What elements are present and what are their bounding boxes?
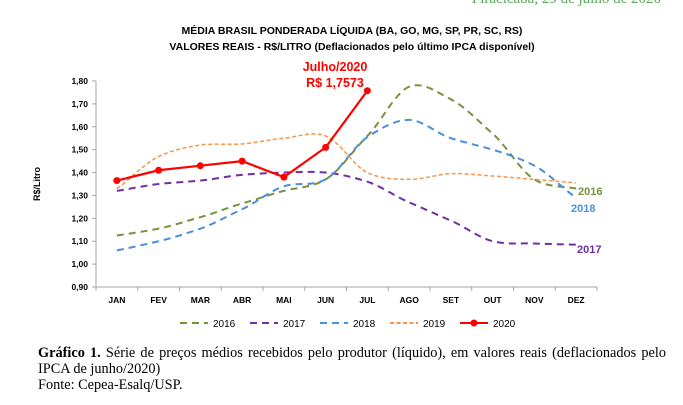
data-point-2020	[155, 166, 163, 174]
series-line-2019	[116, 133, 577, 190]
legend-label-2019: 2019	[423, 319, 446, 330]
header-date: Piracicaba, 29 de julho de 2020	[472, 0, 661, 8]
data-point-2020	[196, 162, 204, 170]
end-label-2017: 2017	[577, 244, 601, 256]
legend-label-2018: 2018	[353, 319, 376, 330]
y-axis-label: R$/Litro	[32, 167, 42, 202]
data-point-2020	[238, 157, 246, 165]
legend-label-2017: 2017	[283, 319, 306, 330]
x-tick-label: OUT	[484, 295, 503, 305]
y-tick-label: 1,30	[71, 190, 88, 200]
series-line-2020	[116, 90, 369, 182]
data-point-2020	[322, 143, 330, 151]
y-tick-label: 1,20	[71, 213, 88, 223]
x-tick-label: MAI	[276, 295, 292, 305]
data-point-2020	[280, 173, 288, 181]
caption-label: Gráfico 1.	[38, 345, 101, 361]
price-line-chart: MÉDIA BRASIL PONDERADA LÍQUIDA (BA, GO, …	[32, 24, 602, 330]
legend-marker-2020	[470, 319, 478, 327]
y-tick-label: 1,60	[71, 122, 88, 132]
y-tick-label: 1,10	[71, 236, 88, 246]
chart-subtitle: VALORES REAIS - R$/LITRO (Deflacionados …	[169, 41, 534, 53]
end-label-2016: 2016	[578, 186, 602, 198]
y-tick-label: 1,80	[71, 76, 88, 86]
y-tick-label: 1,40	[71, 168, 88, 178]
x-tick-label: JAN	[108, 295, 125, 305]
legend-label-2020: 2020	[493, 319, 516, 330]
x-tick-label: JUL	[359, 295, 375, 305]
x-tick-label: JUN	[317, 295, 334, 305]
figure-caption: Gráfico 1. Série de preços médios recebi…	[38, 345, 666, 393]
x-tick-label: SET	[443, 295, 460, 305]
series-line-2018	[116, 118, 577, 252]
y-tick-label: 1,50	[71, 145, 88, 155]
series-line-2017	[116, 170, 577, 246]
x-tick-label: NOV	[525, 295, 544, 305]
x-tick-label: ABR	[233, 295, 251, 305]
x-tick-label: FEV	[150, 295, 167, 305]
annotation-line1: Julho/2020	[303, 60, 368, 74]
legend-label-2016: 2016	[213, 319, 236, 330]
caption-source: Fonte: Cepea-Esalq/USP.	[38, 377, 183, 393]
chart-title: MÉDIA BRASIL PONDERADA LÍQUIDA (BA, GO, …	[182, 24, 523, 37]
end-label-2018: 2018	[571, 203, 595, 215]
y-tick-label: 1,00	[71, 259, 88, 269]
data-point-2020	[363, 87, 371, 95]
annotation-line2: R$ 1,7573	[306, 76, 364, 90]
x-tick-label: DEZ	[568, 295, 585, 305]
x-tick-label: MAR	[191, 295, 210, 305]
x-tick-label: AGO	[399, 295, 419, 305]
caption-text: Série de preços médios recebidos pelo pr…	[38, 345, 666, 377]
series-line-2016	[116, 84, 577, 237]
y-tick-label: 1,70	[71, 99, 88, 109]
y-tick-label: 0,90	[71, 282, 88, 292]
data-point-2020	[113, 177, 121, 185]
